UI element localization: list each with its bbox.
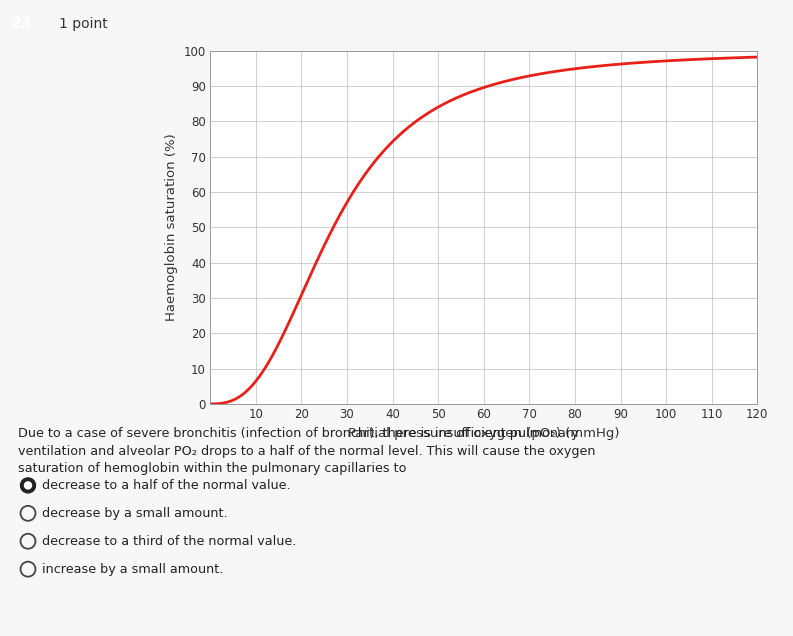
Text: decrease to a third of the normal value.: decrease to a third of the normal value. bbox=[42, 535, 297, 548]
Text: 23: 23 bbox=[11, 17, 33, 31]
X-axis label: Partial pressure of oxygen (pO₂) (mmHg): Partial pressure of oxygen (pO₂) (mmHg) bbox=[348, 427, 619, 439]
Text: Due to a case of severe bronchitis (infection of bronchi), there is insufficient: Due to a case of severe bronchitis (infe… bbox=[18, 427, 579, 439]
Text: 1 point: 1 point bbox=[59, 17, 108, 31]
Circle shape bbox=[25, 482, 32, 489]
Circle shape bbox=[21, 478, 36, 493]
Text: ventilation and alveolar PO₂ drops to a half of the normal level. This will caus: ventilation and alveolar PO₂ drops to a … bbox=[18, 445, 596, 457]
Y-axis label: Haemoglobin saturation (%): Haemoglobin saturation (%) bbox=[165, 134, 178, 321]
Text: decrease by a small amount.: decrease by a small amount. bbox=[42, 507, 228, 520]
Text: saturation of hemoglobin within the pulmonary capillaries to: saturation of hemoglobin within the pulm… bbox=[18, 462, 407, 476]
Text: increase by a small amount.: increase by a small amount. bbox=[42, 563, 224, 576]
Text: decrease to a half of the normal value.: decrease to a half of the normal value. bbox=[42, 479, 290, 492]
